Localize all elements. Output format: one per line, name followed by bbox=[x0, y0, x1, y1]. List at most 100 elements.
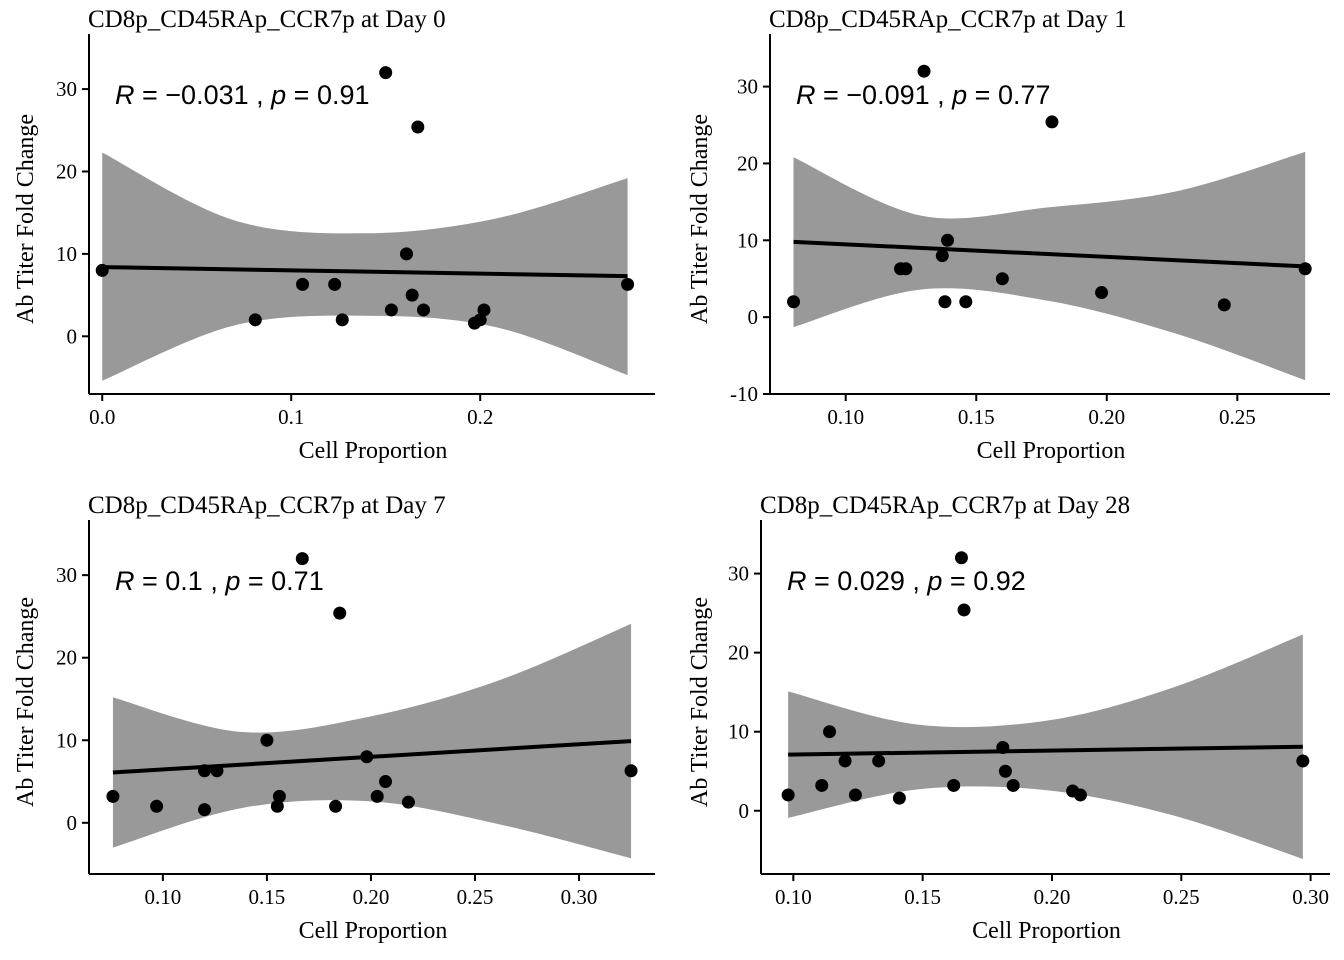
annotation-text: = bbox=[942, 566, 973, 596]
x-tick-label: 0.0 bbox=[89, 405, 115, 429]
data-point bbox=[399, 247, 413, 261]
data-point bbox=[1073, 788, 1087, 802]
regression-line bbox=[788, 744, 1303, 757]
y-tick-label: 10 bbox=[56, 242, 77, 266]
annotation-text: , bbox=[203, 566, 226, 596]
data-point bbox=[1006, 778, 1020, 792]
data-point bbox=[328, 277, 342, 291]
y-tick-label: 10 bbox=[56, 728, 77, 752]
data-point bbox=[197, 803, 211, 817]
y-tick-label: 20 bbox=[737, 151, 758, 175]
annotation-text: p bbox=[270, 80, 286, 110]
x-tick-label: 0.30 bbox=[561, 885, 598, 909]
data-point bbox=[781, 788, 795, 802]
correlation-annotation: R = −0.031 , p = 0.91 bbox=[115, 80, 370, 110]
y-tick-label: 30 bbox=[728, 562, 749, 586]
correlation-annotation: R = −0.091 , p = 0.77 bbox=[796, 80, 1051, 110]
x-axis-label: Cell Proportion bbox=[977, 438, 1126, 464]
y-axis-label: Ab Titer Fold Change bbox=[13, 114, 39, 324]
annotation-text: = bbox=[135, 566, 166, 596]
r-value: 0.029 bbox=[837, 566, 905, 596]
data-point bbox=[1045, 115, 1059, 129]
x-tick-label: 0.15 bbox=[958, 405, 995, 429]
p-value: 0.71 bbox=[271, 566, 324, 596]
data-point bbox=[938, 295, 952, 309]
annotation-text: = bbox=[967, 80, 998, 110]
data-point bbox=[333, 606, 347, 620]
annotation-text: = bbox=[816, 80, 847, 110]
y-tick-label: 20 bbox=[56, 159, 77, 183]
data-point bbox=[947, 778, 961, 792]
data-point bbox=[416, 303, 430, 317]
y-tick-label: 10 bbox=[728, 720, 749, 744]
y-tick-label: 0 bbox=[67, 324, 78, 348]
y-tick-label: 10 bbox=[737, 228, 758, 252]
data-point bbox=[1217, 298, 1231, 312]
annotation-text: , bbox=[905, 566, 928, 596]
data-point bbox=[248, 313, 262, 327]
data-point bbox=[624, 764, 638, 778]
y-tick-label: 0 bbox=[748, 305, 759, 329]
data-point bbox=[473, 313, 487, 327]
x-tick-label: 0.20 bbox=[353, 885, 390, 909]
data-point bbox=[106, 789, 120, 803]
panel-day-0: 0.0 0.1 0.2 0 10 20 30 CD8p_CD45RAp_CCR7p at Da… bbox=[13, 6, 655, 464]
y-axis-label: Ab Titer Fold Change bbox=[687, 597, 713, 807]
data-point bbox=[384, 303, 398, 317]
x-tick-label: 0.25 bbox=[1163, 885, 1200, 909]
data-point bbox=[360, 750, 374, 764]
annotation-text: p bbox=[926, 566, 942, 596]
regression-line bbox=[102, 265, 628, 279]
data-point bbox=[260, 733, 274, 747]
correlation-annotation: R = 0.1 , p = 0.71 bbox=[115, 566, 324, 596]
annotation-text: = bbox=[807, 566, 838, 596]
y-axis-label: Ab Titer Fold Change bbox=[13, 597, 39, 807]
panel-title: CD8p_CD45RAp_CCR7p at Day 7 bbox=[88, 492, 446, 519]
data-point bbox=[95, 263, 109, 277]
data-point bbox=[1095, 286, 1109, 300]
annotation-text: , bbox=[930, 80, 953, 110]
y-tick-label: 0 bbox=[739, 799, 750, 823]
data-point bbox=[296, 277, 310, 291]
confidence-band bbox=[112, 623, 632, 859]
data-point bbox=[823, 725, 837, 739]
x-tick-label: 0.15 bbox=[904, 885, 941, 909]
annotation-text: R bbox=[115, 80, 135, 110]
panel-title: CD8p_CD45RAp_CCR7p at Day 28 bbox=[760, 492, 1130, 519]
data-point bbox=[210, 764, 224, 778]
annotation-text: , bbox=[249, 80, 272, 110]
x-tick-label: 0.2 bbox=[467, 405, 493, 429]
data-point bbox=[848, 788, 862, 802]
x-tick-label: 0.10 bbox=[144, 885, 181, 909]
x-tick-label: 0.20 bbox=[1034, 885, 1071, 909]
panel-title: CD8p_CD45RAp_CCR7p at Day 0 bbox=[88, 6, 446, 33]
annotation-text: R bbox=[115, 566, 135, 596]
y-tick-label: 30 bbox=[56, 77, 77, 101]
panel-day-3: 0.10 0.15 0.20 0.25 0.30 0 10 20 30 CD8p_CD45RAp_… bbox=[687, 492, 1330, 944]
r-value: −0.091 bbox=[846, 80, 929, 110]
y-tick-label: 20 bbox=[56, 646, 77, 670]
data-point bbox=[329, 799, 343, 813]
correlation-annotation: R = 0.029 , p = 0.92 bbox=[787, 566, 1026, 596]
x-tick-label: 0.10 bbox=[827, 405, 864, 429]
data-point bbox=[477, 303, 491, 317]
p-value: 0.92 bbox=[973, 566, 1026, 596]
data-point bbox=[411, 120, 425, 134]
data-point bbox=[379, 66, 393, 80]
r-value: 0.1 bbox=[165, 566, 203, 596]
data-point bbox=[270, 799, 284, 813]
x-tick-label: 0.20 bbox=[1088, 405, 1125, 429]
y-tick-label: 0 bbox=[67, 811, 78, 835]
r-value: −0.031 bbox=[165, 80, 248, 110]
data-point bbox=[1298, 262, 1312, 276]
data-point bbox=[954, 551, 968, 565]
y-tick-label: 20 bbox=[728, 641, 749, 665]
annotation-text: = bbox=[286, 80, 317, 110]
panel-day-1: 0.10 0.15 0.20 0.25 -10 0 10 20 30 CD8p_CD45RAp_C… bbox=[687, 6, 1330, 464]
y-axis-label: Ab Titer Fold Change bbox=[687, 114, 713, 324]
x-tick-label: 0.25 bbox=[457, 885, 494, 909]
data-point bbox=[872, 754, 886, 768]
x-tick-label: 0.1 bbox=[278, 405, 304, 429]
data-point bbox=[1296, 754, 1310, 768]
